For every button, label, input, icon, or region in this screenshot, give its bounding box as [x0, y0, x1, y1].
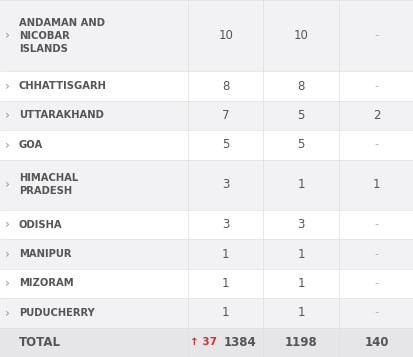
Text: GOA: GOA: [19, 140, 43, 150]
Text: 10: 10: [218, 29, 233, 42]
Bar: [0, 0, 413, 71]
Text: 1384: 1384: [223, 336, 256, 349]
Text: -: -: [374, 277, 378, 290]
Text: 1: 1: [372, 178, 380, 191]
Text: 7: 7: [221, 109, 229, 122]
Text: ODISHA: ODISHA: [19, 220, 62, 230]
Text: 1: 1: [221, 248, 229, 261]
Text: 3: 3: [221, 178, 229, 191]
Text: 5: 5: [297, 139, 304, 151]
Bar: [0, 240, 413, 269]
Text: CHHATTISGARH: CHHATTISGARH: [19, 81, 106, 91]
Text: UTTARAKHAND: UTTARAKHAND: [19, 111, 103, 121]
Text: -: -: [374, 306, 378, 320]
Text: 1198: 1198: [284, 336, 317, 349]
Bar: [0, 269, 413, 298]
Bar: [0, 328, 413, 357]
Text: ›: ›: [5, 178, 10, 191]
Text: ›: ›: [5, 80, 10, 92]
Text: 1: 1: [221, 277, 229, 290]
Text: 8: 8: [221, 80, 229, 92]
Text: ›: ›: [5, 109, 10, 122]
Text: 1: 1: [297, 306, 304, 320]
Text: 1: 1: [297, 277, 304, 290]
Text: ›: ›: [5, 277, 10, 290]
Text: 5: 5: [221, 139, 229, 151]
Text: -: -: [374, 29, 378, 42]
Text: ›: ›: [5, 29, 10, 42]
Bar: [0, 71, 413, 101]
Text: 10: 10: [293, 29, 308, 42]
Text: 8: 8: [297, 80, 304, 92]
Text: ANDAMAN AND
NICOBAR
ISLANDS: ANDAMAN AND NICOBAR ISLANDS: [19, 17, 104, 54]
Text: -: -: [374, 248, 378, 261]
Text: ›: ›: [5, 139, 10, 151]
Text: 3: 3: [297, 218, 304, 231]
Text: TOTAL: TOTAL: [19, 336, 60, 349]
Text: 1: 1: [297, 248, 304, 261]
Text: 2: 2: [372, 109, 380, 122]
Text: 140: 140: [363, 336, 388, 349]
Text: MIZORAM: MIZORAM: [19, 278, 73, 288]
Text: 5: 5: [297, 109, 304, 122]
Bar: [0, 298, 413, 328]
Text: 3: 3: [221, 218, 229, 231]
Bar: [0, 160, 413, 210]
Bar: [0, 210, 413, 240]
Text: -: -: [374, 218, 378, 231]
Text: 1: 1: [221, 306, 229, 320]
Text: ↑ 37: ↑ 37: [190, 337, 217, 347]
Text: -: -: [374, 80, 378, 92]
Text: PUDUCHERRY: PUDUCHERRY: [19, 308, 94, 318]
Text: 1: 1: [297, 178, 304, 191]
Bar: [0, 101, 413, 130]
Text: -: -: [374, 139, 378, 151]
Text: MANIPUR: MANIPUR: [19, 249, 71, 259]
Text: HIMACHAL
PRADESH: HIMACHAL PRADESH: [19, 173, 78, 196]
Text: ›: ›: [5, 306, 10, 320]
Bar: [0, 130, 413, 160]
Text: ›: ›: [5, 248, 10, 261]
Text: ›: ›: [5, 218, 10, 231]
